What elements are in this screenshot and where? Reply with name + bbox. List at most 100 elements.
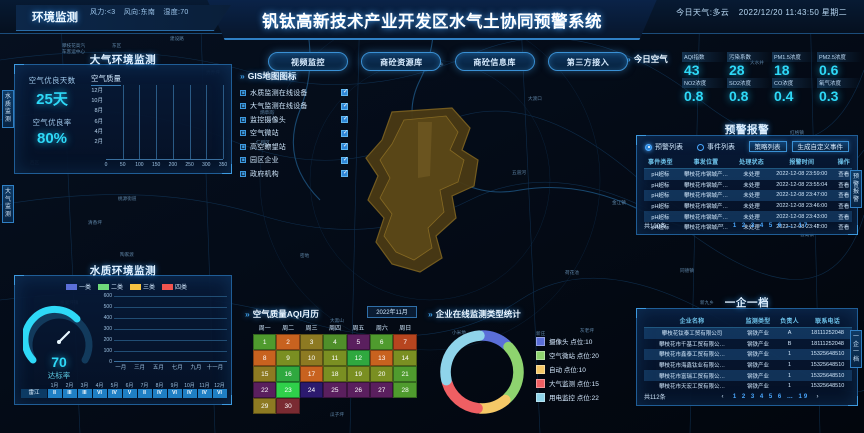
table-row[interactable]: 攀枝花市鑫泰工贸有限公… 钢铁产业 1 15325648510 <box>644 349 852 360</box>
table-row[interactable]: 攀枝花市海鑫钛业有限公… 钢铁产业 1 15325648510 <box>644 360 852 371</box>
firm-page-numbers[interactable]: ‹ 1 2 3 4 5 6 … 19 › <box>721 393 821 400</box>
gis-item-1[interactable]: ▣ 大气监测在线设备 <box>240 100 349 114</box>
calendar-day-16[interactable]: 16 <box>276 366 300 382</box>
legend-swatch-0 <box>65 284 77 291</box>
side-tab-alarm[interactable]: 预警报警 <box>850 170 862 208</box>
tab-2[interactable]: 商砼信息库 <box>454 52 535 71</box>
x-tick: 一月 <box>115 365 127 371</box>
cell-time: 2022-12-08 23:42:00 <box>776 224 828 231</box>
cell-name: 攀枝花市海鑫钛业有限公… <box>658 363 725 370</box>
calendar-day-2[interactable]: 2 <box>276 334 300 350</box>
calendar-day-28[interactable]: 28 <box>393 382 417 398</box>
table-row[interactable]: pH超标 攀枝花市钢城产… 未处理 2022-12-08 23:47:00 查看 <box>644 190 852 201</box>
checkbox-icon[interactable] <box>341 156 349 164</box>
calendar-day-30[interactable]: 30 <box>276 398 300 414</box>
today-air-metrics: AQI指数 43 污染系数 28 PM1.5浓度 18 PM2.5浓度 0.6 … <box>682 52 862 104</box>
alarm-page-numbers[interactable]: ‹ 1 2 3 4 5 6 … 17 › <box>721 222 821 229</box>
cell-status: 未处理 <box>743 182 760 189</box>
calendar-day-26[interactable]: 26 <box>346 382 371 398</box>
side-tab-air[interactable]: 大气监测 <box>2 185 14 223</box>
calendar-day-29[interactable]: 29 <box>253 398 277 414</box>
calendar-day-3[interactable]: 3 <box>299 334 324 350</box>
gis-item-4[interactable]: ▣ 高空瞭望站 <box>240 140 349 154</box>
calendar-day-21[interactable]: 21 <box>393 366 417 382</box>
view-link[interactable]: 查看 <box>835 211 852 222</box>
table-row[interactable]: pH超标 攀枝花市钢城产… 未处理 2022-12-08 23:59:00 查看 <box>644 168 852 180</box>
gis-item-6[interactable]: ▣ 政府机构 <box>240 167 349 181</box>
table-row[interactable]: 攀枝花市千基工贸有限公… 钢铁产业 B 18111252048 <box>644 339 852 350</box>
view-link[interactable]: 查看 <box>835 190 852 201</box>
calendar-day-10[interactable]: 10 <box>299 350 324 366</box>
calendar-day-23[interactable]: 23 <box>276 382 300 398</box>
cell-type: 钢铁产业 <box>739 370 777 381</box>
gis-item-label: 监控摄像头 <box>250 116 286 124</box>
module-tag[interactable]: 环境监测 <box>16 5 231 31</box>
calendar-day-22[interactable]: 22 <box>253 382 277 398</box>
month-header: 5月 <box>110 383 119 389</box>
table-row[interactable]: pH超标 攀枝花市钢城产… 未处理 2022-12-08 23:43:00 查看 <box>644 211 852 222</box>
calendar-day-19[interactable]: 19 <box>346 366 371 382</box>
pie-slice-2 <box>474 394 511 414</box>
checkbox-icon[interactable] <box>341 102 349 110</box>
gis-item-5[interactable]: ▣ 园区企业 <box>240 154 349 168</box>
metric-value: 0.4 <box>774 88 794 104</box>
view-link[interactable]: 查看 <box>838 204 850 211</box>
donut-legend: 摄像头 点位:10 空气微站 点位:20 自动 点位:10 大气监测 点位:15… <box>536 334 599 404</box>
calendar-day-12[interactable]: 12 <box>346 350 371 366</box>
side-tab-firm[interactable]: 一企一档 <box>850 330 862 368</box>
month-header: 6月 <box>125 383 134 389</box>
checkbox-icon[interactable] <box>341 88 349 97</box>
calendar-day-17[interactable]: 17 <box>299 366 324 382</box>
tab-1[interactable]: 商砼资源库 <box>361 52 442 71</box>
create-custom-event-button[interactable]: 生成自定义事件 <box>791 141 849 152</box>
radio-event-list[interactable] <box>697 143 704 151</box>
gis-item-3[interactable]: ▣ 空气微站 <box>240 127 349 141</box>
weekday-0: 周一 <box>258 326 271 332</box>
tab-3[interactable]: 第三方接入 <box>547 52 628 71</box>
calendar-day-8[interactable]: 8 <box>253 350 277 366</box>
view-link[interactable]: 查看 <box>835 168 852 180</box>
gis-item-0[interactable]: ▣ 水质监测在线设备 <box>240 86 349 100</box>
checkbox-icon[interactable] <box>341 115 349 124</box>
table-row[interactable]: pH超标 攀枝花市钢城产… 未处理 2022-12-08 23:42:00 查看 <box>644 222 852 233</box>
table-row[interactable]: 攀枝花市天宏工贸有限公… 钢铁产业 1 15325648510 <box>644 381 852 392</box>
side-tab-water[interactable]: 水质监测 <box>2 90 14 128</box>
calendar-day-1[interactable]: 1 <box>253 334 277 350</box>
month-header: 11月 <box>199 383 210 389</box>
calendar-day-20[interactable]: 20 <box>370 366 394 382</box>
gis-item-2[interactable]: ▣ 监控摄像头 <box>240 113 349 127</box>
cell-type: 钢铁产业 <box>746 384 769 391</box>
radio-warning-list[interactable] <box>645 143 652 151</box>
strategy-list-button[interactable]: 策略列表 <box>748 141 787 152</box>
view-link[interactable]: 查看 <box>838 182 850 189</box>
month-picker[interactable]: 2022年11月 <box>367 306 417 318</box>
gridline <box>172 85 174 159</box>
weekday-4: 周五 <box>352 326 365 332</box>
table-row[interactable]: pH超标 攀枝花市钢城产… 未处理 2022-12-08 23:46:00 查看 <box>644 201 852 212</box>
calendar-day-25[interactable]: 25 <box>323 382 347 398</box>
chevron-right-icon: » <box>240 71 245 81</box>
calendar-day-14[interactable]: 14 <box>393 350 417 366</box>
calendar-day-24[interactable]: 24 <box>299 382 324 398</box>
table-row[interactable]: 攀枝花钛泰工贸有限公司 钢铁产业 A 18111252048 <box>644 327 852 339</box>
checkbox-icon[interactable] <box>341 129 349 137</box>
calendar-day-5[interactable]: 5 <box>346 334 371 350</box>
calendar-day-13[interactable]: 13 <box>370 350 394 366</box>
calendar-day-15[interactable]: 15 <box>253 366 277 382</box>
calendar-day-6[interactable]: 6 <box>370 334 394 350</box>
checkbox-icon[interactable] <box>341 142 349 151</box>
tab-0[interactable]: 视频监控 <box>268 52 348 71</box>
calendar-day-27[interactable]: 27 <box>370 382 394 398</box>
table-header-row: 事件类型 事发位置 处理状态 报警时间 操作 <box>644 156 852 169</box>
calendar-day-11[interactable]: 11 <box>323 350 347 366</box>
legend-row-2: 自动 点位:10 <box>536 362 599 376</box>
calendar-day-18[interactable]: 18 <box>323 366 347 382</box>
calendar-day-9[interactable]: 9 <box>276 350 300 366</box>
checkbox-icon[interactable] <box>341 169 349 178</box>
alarm-panel: 预警列表 事件列表 策略列表 生成自定义事件 事件类型 事发位置 处理状态 报警时间操… <box>636 135 858 235</box>
calendar-day-7[interactable]: 7 <box>393 334 417 350</box>
table-row[interactable]: pH超标 攀枝花市钢城产… 未处理 2022-12-08 23:55:04 查看 <box>644 180 852 191</box>
calendar-day-4[interactable]: 4 <box>323 334 347 350</box>
view-link[interactable]: 查看 <box>838 225 850 232</box>
table-row[interactable]: 攀枝花市富瑞工贸有限公… 钢铁产业 1 15325648510 <box>644 370 852 381</box>
